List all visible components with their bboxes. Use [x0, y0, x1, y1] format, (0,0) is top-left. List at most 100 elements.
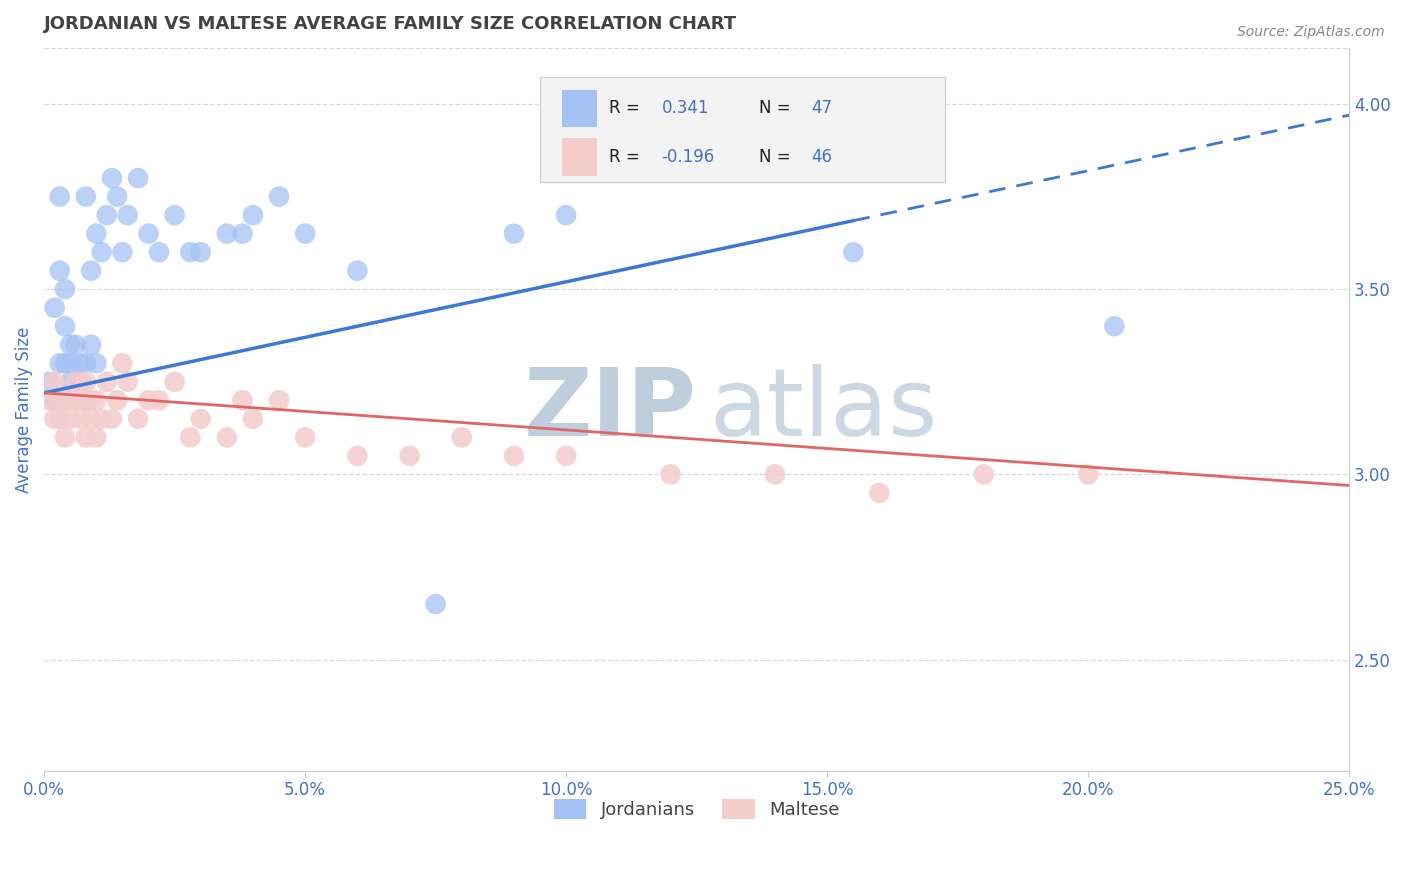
Point [80, 412, 103, 426]
Text: 46: 46 [811, 148, 832, 166]
Point [59, 337, 82, 351]
Point [44, 375, 66, 389]
Point [117, 375, 139, 389]
Text: N =: N = [759, 99, 796, 117]
Point [105, 393, 128, 408]
Point [44, 301, 66, 315]
Point [75, 189, 97, 203]
Point [138, 393, 160, 408]
Point [90, 412, 112, 426]
Point [138, 227, 160, 241]
Point [179, 245, 201, 260]
Point [179, 430, 201, 444]
Text: N =: N = [759, 148, 796, 166]
Point [53, 356, 76, 370]
Point [503, 449, 526, 463]
Point [49, 263, 72, 277]
Point [127, 171, 149, 186]
Point [190, 245, 212, 260]
Point [65, 337, 87, 351]
Point [148, 245, 170, 260]
Point [555, 208, 578, 222]
Point [425, 597, 447, 611]
Point [503, 227, 526, 241]
Point [163, 375, 186, 389]
Text: ZIP: ZIP [524, 364, 697, 456]
Point [842, 245, 865, 260]
Point [346, 263, 368, 277]
Point [215, 430, 238, 444]
Point [59, 393, 82, 408]
Point [105, 189, 128, 203]
Point [80, 337, 103, 351]
Point [49, 356, 72, 370]
Legend: Jordanians, Maltese: Jordanians, Maltese [547, 791, 846, 827]
Point [148, 393, 170, 408]
Point [242, 412, 264, 426]
Point [69, 356, 91, 370]
Point [69, 375, 91, 389]
Point [86, 227, 108, 241]
Point [346, 449, 368, 463]
Point [53, 319, 76, 334]
Point [215, 227, 238, 241]
Point [80, 393, 103, 408]
Point [163, 208, 186, 222]
Point [111, 245, 134, 260]
Point [75, 393, 97, 408]
Point [267, 393, 290, 408]
FancyBboxPatch shape [540, 78, 945, 182]
Point [973, 467, 995, 482]
Point [59, 375, 82, 389]
Point [231, 227, 253, 241]
Point [75, 356, 97, 370]
Point [53, 282, 76, 296]
Point [86, 393, 108, 408]
Point [86, 356, 108, 370]
Point [127, 412, 149, 426]
Point [96, 208, 118, 222]
Point [75, 430, 97, 444]
Point [1104, 319, 1126, 334]
Point [65, 393, 87, 408]
Point [868, 486, 890, 500]
Point [86, 430, 108, 444]
Point [65, 375, 87, 389]
Point [1077, 467, 1099, 482]
Point [294, 430, 316, 444]
FancyBboxPatch shape [562, 90, 598, 127]
Point [53, 393, 76, 408]
Point [65, 375, 87, 389]
Point [65, 393, 87, 408]
Text: atlas: atlas [710, 364, 938, 456]
Point [53, 430, 76, 444]
Point [38, 393, 60, 408]
Point [59, 356, 82, 370]
Point [44, 412, 66, 426]
Point [101, 171, 124, 186]
Point [38, 375, 60, 389]
Text: Source: ZipAtlas.com: Source: ZipAtlas.com [1237, 25, 1385, 39]
Text: R =: R = [609, 99, 645, 117]
FancyBboxPatch shape [562, 138, 598, 176]
Point [117, 208, 139, 222]
Text: 47: 47 [811, 99, 832, 117]
Point [763, 467, 786, 482]
Point [80, 263, 103, 277]
Text: 0.341: 0.341 [661, 99, 709, 117]
Text: -0.196: -0.196 [661, 148, 714, 166]
Y-axis label: Average Family Size: Average Family Size [15, 326, 32, 492]
Point [450, 430, 472, 444]
Point [242, 208, 264, 222]
Point [294, 227, 316, 241]
Text: R =: R = [609, 148, 645, 166]
Point [96, 375, 118, 389]
Point [49, 189, 72, 203]
Point [398, 449, 420, 463]
Point [555, 449, 578, 463]
Text: JORDANIAN VS MALTESE AVERAGE FAMILY SIZE CORRELATION CHART: JORDANIAN VS MALTESE AVERAGE FAMILY SIZE… [44, 15, 737, 33]
Point [59, 412, 82, 426]
Point [49, 412, 72, 426]
Point [267, 189, 290, 203]
Point [69, 393, 91, 408]
